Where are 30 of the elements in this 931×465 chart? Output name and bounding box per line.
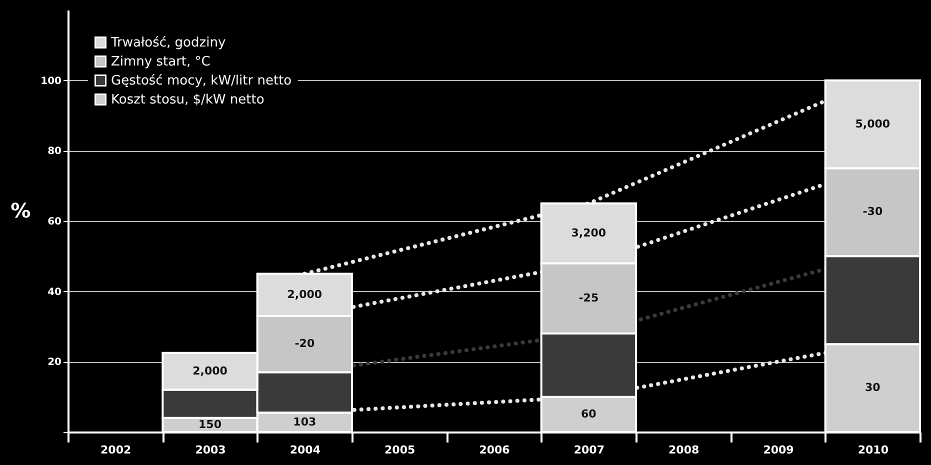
annotation: -25 bbox=[578, 291, 599, 304]
annotation: 2,000 bbox=[287, 288, 322, 301]
annotation: -30 bbox=[862, 205, 883, 218]
annotation: 2,000 bbox=[192, 364, 228, 378]
legend-label: Koszt stosu, $/kW netto bbox=[111, 92, 264, 108]
legend-label: Gęstość mocy, kW/litr netto bbox=[111, 74, 292, 88]
y-tick-label: 20 bbox=[48, 357, 62, 368]
x-tick-label: 2002 bbox=[100, 444, 132, 456]
y-tick-label: 40 bbox=[48, 286, 62, 298]
y-axis-title: % bbox=[10, 198, 31, 222]
x-tick-label: 2003 bbox=[195, 444, 226, 456]
annotation: 103 bbox=[293, 415, 316, 428]
legend-label: Zimny start, °C bbox=[111, 54, 210, 70]
annotation: 5,000 bbox=[855, 117, 890, 130]
x-tick-label: 2004 bbox=[290, 444, 321, 456]
x-tick-label: 2007 bbox=[574, 444, 604, 456]
x-tick-label: 2006 bbox=[479, 444, 510, 456]
y-tick-label: 80 bbox=[48, 146, 62, 158]
annotation: -20 bbox=[294, 337, 315, 350]
x-tick-label: 2009 bbox=[763, 444, 794, 456]
x-tick-label: 2008 bbox=[668, 444, 700, 456]
y-tick-label: 60 bbox=[48, 216, 62, 228]
y-tick-label: 100 bbox=[40, 76, 62, 87]
annotation: 60 bbox=[581, 407, 597, 420]
annotation: 3,200 bbox=[571, 226, 606, 240]
x-tick-label: 2010 bbox=[858, 444, 889, 456]
annotation: 30 bbox=[865, 381, 881, 394]
legend-label: Trwałość, godziny bbox=[110, 36, 226, 50]
x-tick-label: 2005 bbox=[384, 444, 416, 456]
annotation: 150 bbox=[198, 418, 222, 431]
